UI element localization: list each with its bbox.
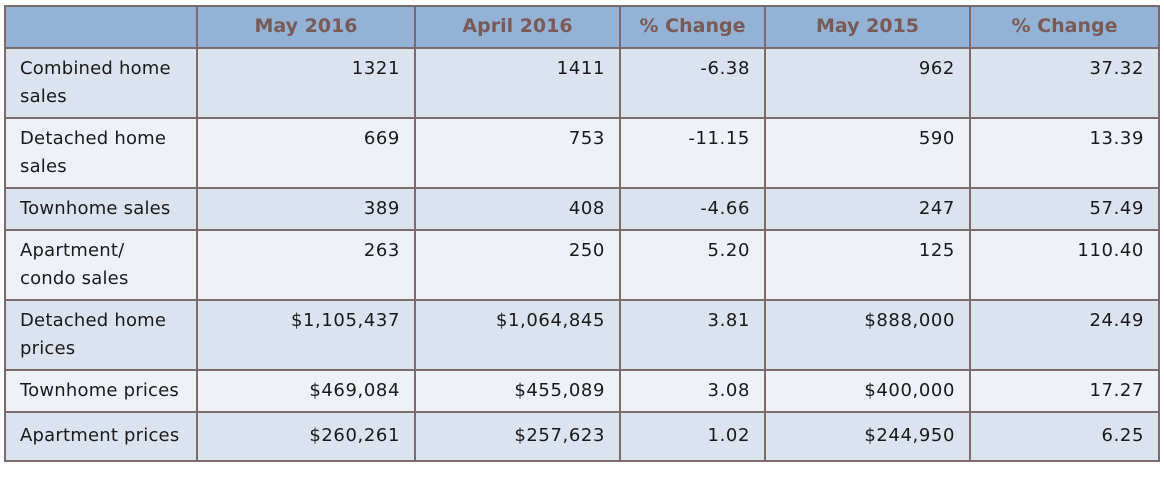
cell-may-2015: $888,000: [764, 299, 971, 371]
header-april-2016: April 2016: [414, 5, 621, 49]
cell-april-2016: $1,064,845: [414, 299, 621, 371]
cell-may-2016: $260,261: [196, 411, 416, 462]
header-corner-cell: [4, 5, 198, 49]
cell-may-2016: 669: [196, 117, 416, 189]
cell-pct-change-month: 3.08: [619, 369, 766, 413]
cell-april-2016: $455,089: [414, 369, 621, 413]
cell-pct-change-year: 24.49: [969, 299, 1160, 371]
row-label: Townhome sales: [4, 187, 198, 231]
cell-may-2015: $400,000: [764, 369, 971, 413]
header-pct-change-month: % Change: [619, 5, 766, 49]
cell-may-2016: 389: [196, 187, 416, 231]
cell-april-2016: 1411: [414, 47, 621, 119]
row-label: Apartment prices: [4, 411, 198, 462]
cell-pct-change-year: 6.25: [969, 411, 1160, 462]
header-may-2016: May 2016: [196, 5, 416, 49]
cell-april-2016: $257,623: [414, 411, 621, 462]
cell-pct-change-year: 57.49: [969, 187, 1160, 231]
row-label: Detached home sales: [4, 117, 198, 189]
table-row: Townhome prices $469,084 $455,089 3.08 $…: [4, 369, 1160, 413]
table-row: Apartment/ condo sales 263 250 5.20 125 …: [4, 229, 1160, 301]
table-header-row: May 2016 April 2016 % Change May 2015 % …: [4, 5, 1160, 49]
table-row: Apartment prices $260,261 $257,623 1.02 …: [4, 411, 1160, 462]
cell-may-2016: $469,084: [196, 369, 416, 413]
row-label: Apartment/ condo sales: [4, 229, 198, 301]
cell-pct-change-year: 13.39: [969, 117, 1160, 189]
cell-may-2015: $244,950: [764, 411, 971, 462]
home-sales-table-container: May 2016 April 2016 % Change May 2015 % …: [4, 5, 1160, 462]
cell-may-2015: 247: [764, 187, 971, 231]
header-may-2015: May 2015: [764, 5, 971, 49]
table-row: Detached home prices $1,105,437 $1,064,8…: [4, 299, 1160, 371]
header-pct-change-year: % Change: [969, 5, 1160, 49]
cell-pct-change-year: 17.27: [969, 369, 1160, 413]
cell-pct-change-year: 110.40: [969, 229, 1160, 301]
cell-may-2016: 1321: [196, 47, 416, 119]
cell-april-2016: 753: [414, 117, 621, 189]
cell-pct-change-year: 37.32: [969, 47, 1160, 119]
cell-pct-change-month: 3.81: [619, 299, 766, 371]
cell-april-2016: 408: [414, 187, 621, 231]
home-sales-table: May 2016 April 2016 % Change May 2015 % …: [4, 5, 1160, 462]
row-label: Townhome prices: [4, 369, 198, 413]
cell-may-2015: 590: [764, 117, 971, 189]
cell-may-2015: 962: [764, 47, 971, 119]
row-label: Detached home prices: [4, 299, 198, 371]
cell-may-2015: 125: [764, 229, 971, 301]
cell-pct-change-month: 1.02: [619, 411, 766, 462]
table-row: Combined home sales 1321 1411 -6.38 962 …: [4, 47, 1160, 119]
cell-may-2016: $1,105,437: [196, 299, 416, 371]
cell-april-2016: 250: [414, 229, 621, 301]
table-row: Detached home sales 669 753 -11.15 590 1…: [4, 117, 1160, 189]
row-label: Combined home sales: [4, 47, 198, 119]
table-row: Townhome sales 389 408 -4.66 247 57.49: [4, 187, 1160, 231]
cell-may-2016: 263: [196, 229, 416, 301]
cell-pct-change-month: -4.66: [619, 187, 766, 231]
cell-pct-change-month: -6.38: [619, 47, 766, 119]
cell-pct-change-month: 5.20: [619, 229, 766, 301]
cell-pct-change-month: -11.15: [619, 117, 766, 189]
